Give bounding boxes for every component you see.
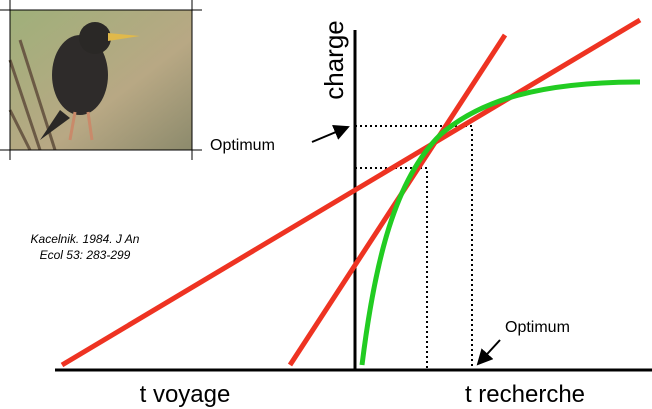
bird-photo [0, 0, 202, 160]
gain-curve [359, 79, 641, 366]
annotation: Optimum [210, 137, 275, 154]
arrow [311, 125, 350, 143]
guides [355, 125, 473, 370]
x-axis-label: t voyage [140, 381, 231, 408]
y-axis-label: charge [319, 20, 349, 100]
arrow [476, 339, 501, 366]
citation: Ecol 53: 283-299 [40, 248, 131, 262]
citation: Kacelnik. 1984. J An [31, 232, 140, 246]
tangent-line [60, 17, 642, 368]
x-axis-label: t recherche [465, 381, 585, 408]
annotation: Optimum [505, 319, 570, 336]
